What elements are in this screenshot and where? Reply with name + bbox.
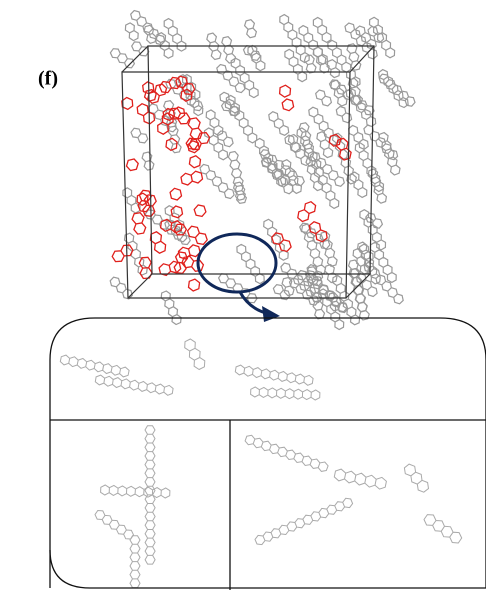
molecule xyxy=(185,339,205,370)
molecule xyxy=(282,99,293,111)
molecule xyxy=(255,498,353,544)
molecule xyxy=(144,25,156,43)
molecule xyxy=(237,244,264,283)
zoom-panel xyxy=(50,318,486,590)
molecule xyxy=(150,232,165,253)
molecule xyxy=(188,226,208,244)
molecule xyxy=(300,223,330,249)
molecule xyxy=(171,206,182,218)
molecule xyxy=(95,375,173,395)
molecule xyxy=(188,118,202,139)
molecule xyxy=(424,515,462,543)
molecule xyxy=(245,20,257,38)
molecule xyxy=(145,426,155,564)
molecule xyxy=(200,164,234,198)
molecule xyxy=(334,469,386,489)
molecule xyxy=(142,152,154,170)
molecule xyxy=(280,85,291,97)
panel-bottom xyxy=(50,550,486,588)
molecule xyxy=(131,128,148,143)
molecule xyxy=(333,133,357,184)
arrow-head xyxy=(262,306,280,322)
molecule xyxy=(313,18,331,43)
molecule xyxy=(137,104,154,124)
molecule xyxy=(110,277,132,299)
box-edge xyxy=(122,46,148,72)
molecule xyxy=(248,45,265,70)
molecule xyxy=(244,46,261,61)
molecule xyxy=(309,107,339,145)
molecule xyxy=(137,193,148,205)
molecule xyxy=(170,188,181,200)
molecule xyxy=(194,205,206,216)
molecule xyxy=(370,17,395,58)
molecule xyxy=(364,125,398,160)
molecule xyxy=(228,152,246,204)
molecule xyxy=(316,90,332,106)
molecule xyxy=(176,76,188,88)
molecule xyxy=(161,291,181,325)
molecule xyxy=(350,172,367,197)
molecule xyxy=(125,233,148,275)
molecule xyxy=(349,126,369,150)
molecule xyxy=(347,44,361,70)
molecule xyxy=(130,536,140,588)
molecule xyxy=(404,464,428,492)
molecule xyxy=(309,222,327,242)
molecule xyxy=(226,96,256,143)
molecule xyxy=(269,112,289,136)
molecule xyxy=(189,279,200,291)
molecule xyxy=(132,213,146,234)
molecule xyxy=(112,245,133,262)
molecule xyxy=(127,159,139,171)
molecule xyxy=(298,202,316,222)
molecule xyxy=(95,511,134,540)
molecule xyxy=(145,90,157,102)
molecule xyxy=(217,131,233,147)
molecule xyxy=(101,485,170,498)
box-edge xyxy=(128,274,152,298)
molecule xyxy=(181,171,203,185)
molecule-layer xyxy=(60,11,461,588)
panel-label: (f) xyxy=(38,68,58,90)
molecule xyxy=(251,387,320,400)
molecule xyxy=(280,15,309,63)
molecule xyxy=(304,55,316,73)
molecule xyxy=(245,435,328,471)
molecule xyxy=(235,365,313,385)
molecule xyxy=(110,49,134,68)
molecule xyxy=(125,23,138,41)
molecule xyxy=(60,355,129,377)
panel-frame xyxy=(50,318,486,588)
box-edge xyxy=(350,46,374,72)
molecule xyxy=(189,156,200,168)
figure: (f) xyxy=(0,0,486,590)
